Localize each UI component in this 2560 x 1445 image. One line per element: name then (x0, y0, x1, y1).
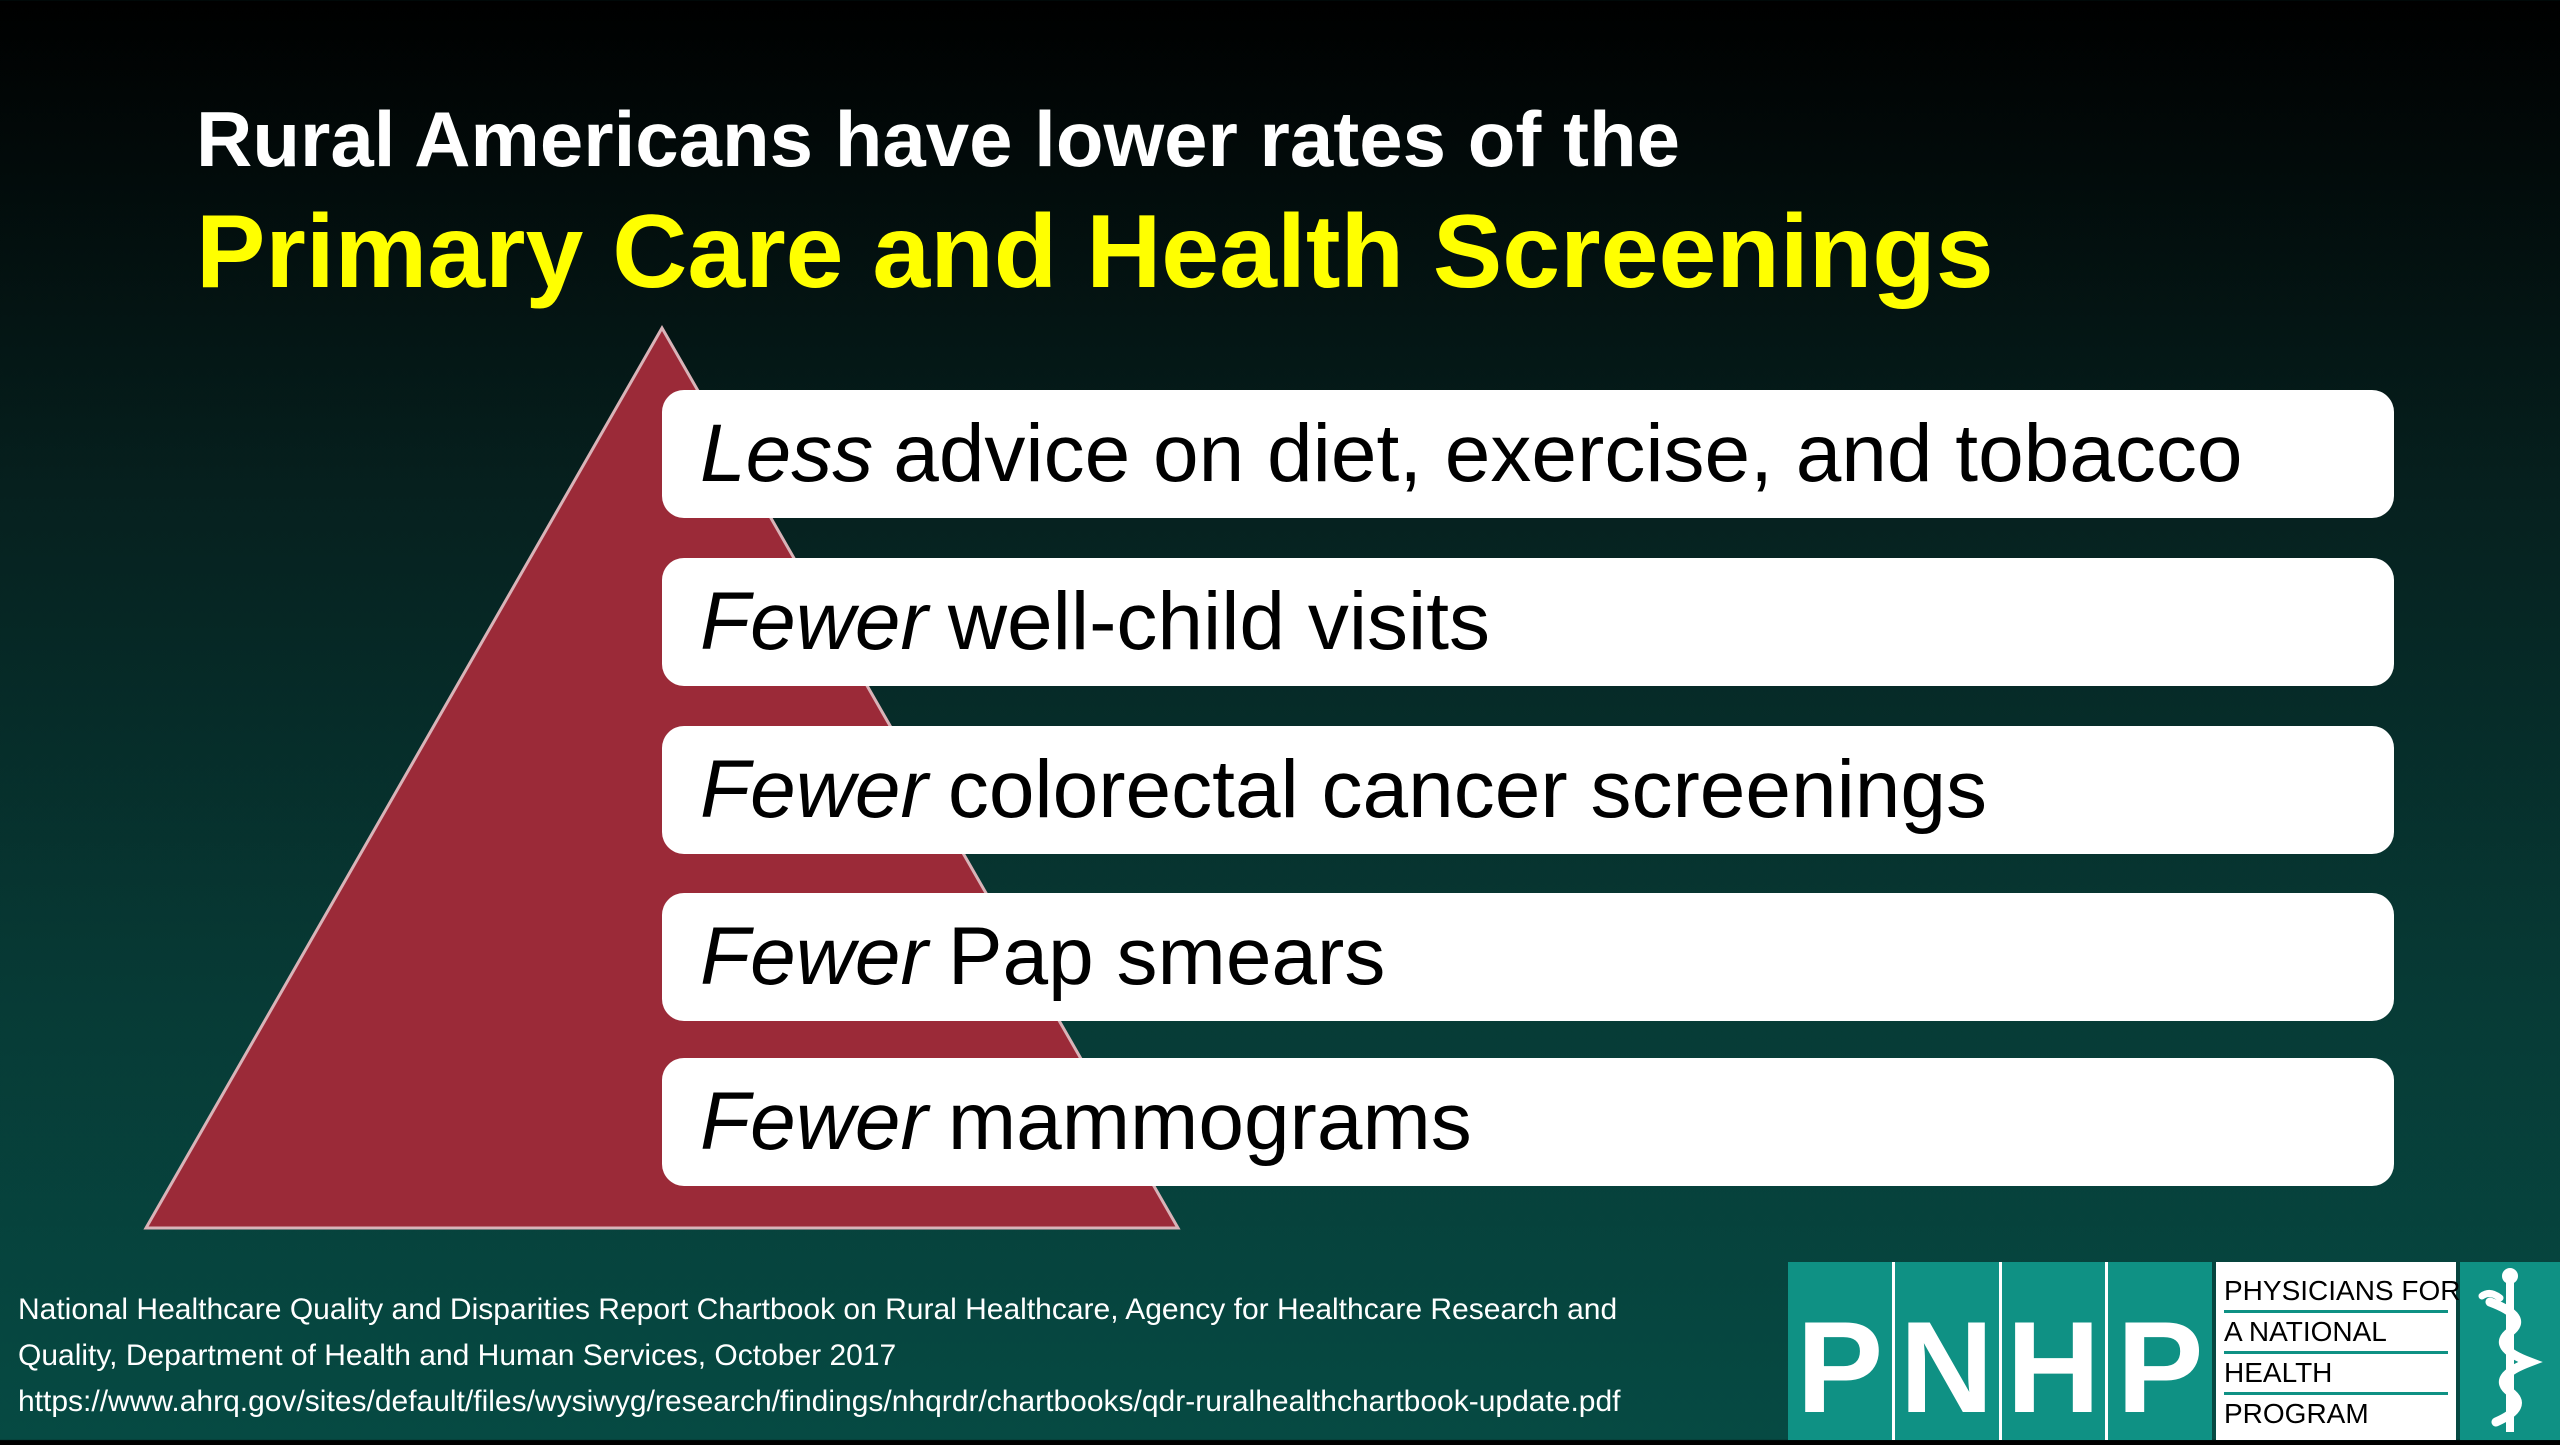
item-emphasis: Fewer (700, 576, 928, 667)
logo-letter: H (2002, 1262, 2109, 1440)
item-text: colorectal cancer screenings (947, 744, 1988, 835)
citation-url: https://www.ahrq.gov/sites/default/files… (18, 1385, 1621, 1418)
item-text: well-child visits (947, 576, 1491, 667)
citation-line: Quality, Department of Health and Human … (18, 1339, 897, 1372)
logo-text-line: PHYSICIANS FOR (2224, 1272, 2460, 1313)
logo-letter: P (2116, 1294, 2204, 1440)
item-emphasis: Fewer (700, 911, 928, 1002)
title-line-2: Primary Care and Health Screenings (196, 194, 1994, 310)
item-text: Pap smears (947, 911, 1386, 1002)
list-item: Fewer Pap smears (662, 893, 2394, 1021)
item-text: mammograms (947, 1076, 1472, 1167)
citation-line: National Healthcare Quality and Disparit… (18, 1293, 1618, 1326)
logo-letter: P (1788, 1262, 1895, 1440)
item-text: advice on diet, exercise, and tobacco (893, 408, 2243, 499)
citation: National Healthcare Quality and Disparit… (18, 1287, 1621, 1425)
list-item: Fewer well-child visits (662, 558, 2394, 686)
title-line-1: Rural Americans have lower rates of the (196, 95, 1680, 183)
pnhp-logo: P N H P PHYSICIANS FOR A NATIONAL HEALTH… (1788, 1262, 2560, 1440)
item-emphasis: Less (700, 408, 874, 499)
item-emphasis: Fewer (700, 1076, 928, 1167)
logo-text-line: HEALTH (2224, 1354, 2448, 1395)
logo-letters: P N H P (1788, 1262, 2212, 1440)
logo-text-line: A NATIONAL (2224, 1313, 2448, 1354)
logo-text-line: PROGRAM (2224, 1398, 2369, 1429)
logo-text: PHYSICIANS FOR A NATIONAL HEALTH PROGRAM (2216, 1262, 2460, 1440)
list-item: Fewer mammograms (662, 1058, 2394, 1186)
logo-letter: N (1895, 1262, 2002, 1440)
caduceus-icon (2460, 1262, 2560, 1440)
list-item: Fewer colorectal cancer screenings (662, 726, 2394, 854)
list-item: Less advice on diet, exercise, and tobac… (662, 390, 2394, 518)
item-emphasis: Fewer (700, 744, 928, 835)
